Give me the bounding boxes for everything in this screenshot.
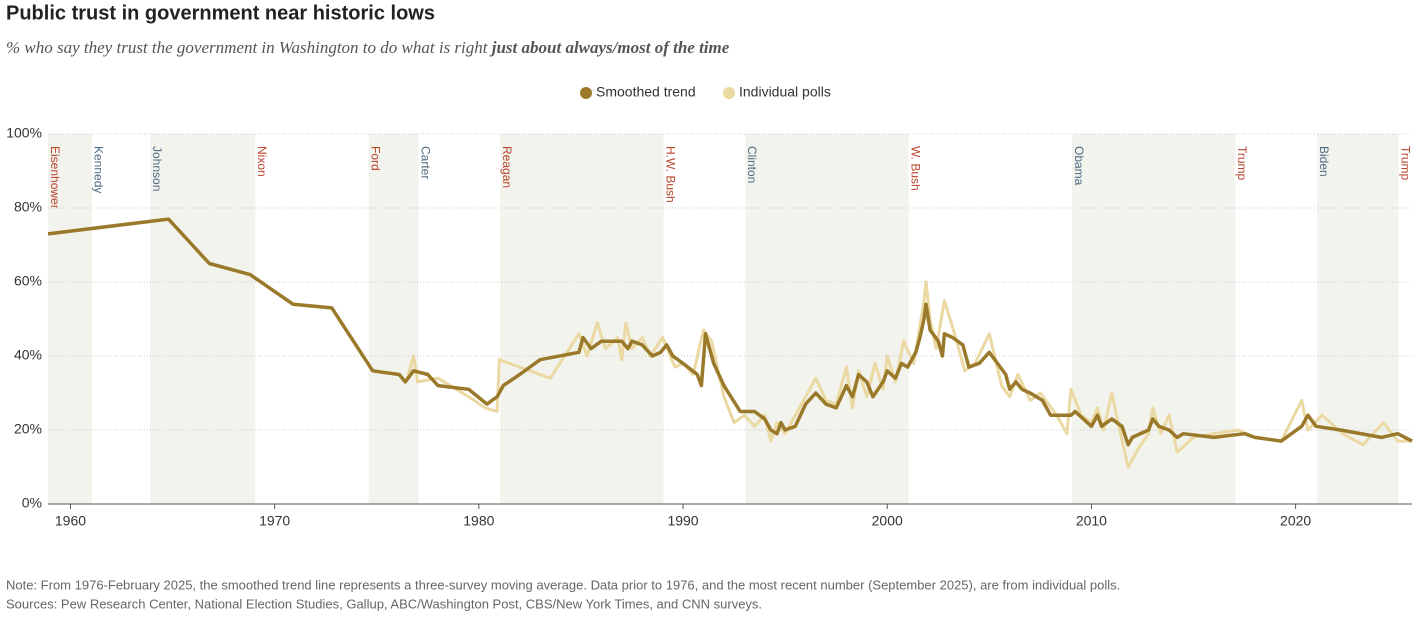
y-tick-label: 0% [22,495,42,511]
x-tick-label: 2000 [872,513,903,529]
legend-marker [580,87,592,99]
chart-title: Public trust in government near historic… [6,2,435,24]
president-band [1072,134,1236,504]
president-label: Kennedy [92,146,106,193]
president-band [1317,134,1399,504]
president-label: Reagan [500,146,514,188]
subtitle-bold: just about always/most of the time [489,38,730,57]
sources: Sources: Pew Research Center, National E… [6,596,762,611]
y-tick-label: 40% [14,347,42,363]
president-label: Trump [1399,146,1413,181]
president-band [368,134,419,504]
x-tick-label: 2010 [1076,513,1107,529]
poll-line [405,280,1412,469]
president-label: H.W. Bush [663,146,677,203]
plot-area: Eisenhower Kennedy Johnson Nixon Ford Carter R… [6,84,1413,529]
legend-marker [723,87,735,99]
legend-label: Smoothed trend [596,84,696,100]
president-label: Johnson [150,146,164,191]
president-label: Nixon [255,146,269,177]
president-label: Ford [368,146,382,171]
president-band [150,134,256,504]
president-label: Biden [1317,146,1331,177]
x-tick-label: 1980 [463,513,494,529]
subtitle-text: % who say they trust the government in W… [6,38,492,57]
president-label: Eisenhower [48,146,62,209]
president-label: Obama [1072,146,1086,186]
y-tick-label: 60% [14,273,42,289]
x-tick-label: 1960 [55,513,86,529]
trend-line [47,217,1413,447]
president-label: Clinton [745,146,759,183]
y-tick-label: 20% [14,421,42,437]
president-label: Carter [418,146,432,179]
chart-subtitle: % who say they trust the government in W… [6,38,730,57]
president-band [745,134,909,504]
legend-label: Individual polls [739,84,831,100]
president-band [500,134,664,504]
x-tick-label: 2020 [1280,513,1311,529]
x-tick-label: 1970 [259,513,290,529]
president-band [48,134,92,504]
president-label: Trump [1235,146,1249,181]
president-label: W. Bush [908,146,922,191]
y-tick-label: 80% [14,199,42,215]
x-tick-label: 1990 [667,513,698,529]
note: Note: From 1976-February 2025, the smoot… [6,577,1120,592]
y-tick-label: 100% [6,125,42,141]
president-bands [48,134,1399,504]
